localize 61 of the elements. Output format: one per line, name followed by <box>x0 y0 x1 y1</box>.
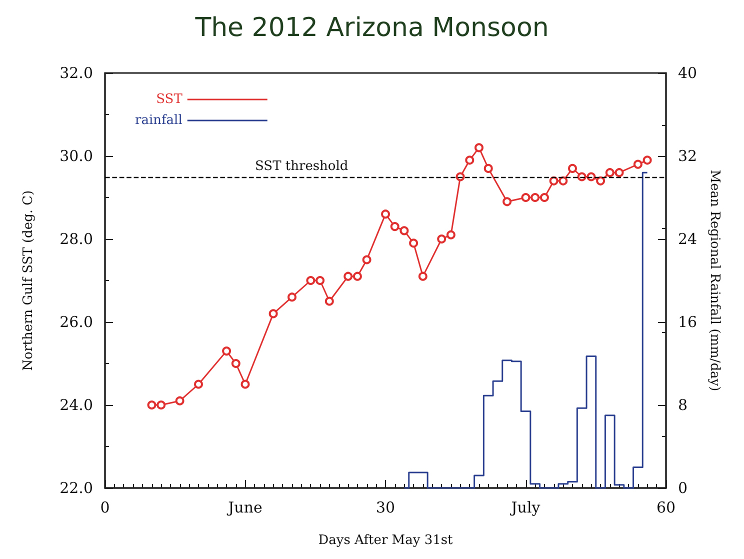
point <box>605 168 614 178</box>
point <box>156 400 166 410</box>
point <box>288 292 296 302</box>
y2-tick-label: 16 <box>678 313 698 331</box>
x-tick-label: 60 <box>656 498 676 516</box>
point <box>306 276 316 285</box>
point <box>316 276 325 285</box>
y-tick-label: 22.0 <box>60 479 93 497</box>
point <box>240 380 250 389</box>
point <box>633 160 642 169</box>
point <box>324 296 334 306</box>
point <box>344 272 353 281</box>
y-tick-label: 30.0 <box>60 147 93 165</box>
y-tick-label: 28.0 <box>60 230 93 248</box>
point <box>400 226 409 236</box>
x-axis-title: Days After May 31st <box>318 533 454 548</box>
point <box>390 222 400 232</box>
x-tick-label: June <box>226 498 262 516</box>
x-tick-label: 0 <box>100 498 110 516</box>
y-tick-label: 32.0 <box>60 64 93 82</box>
point <box>147 400 156 410</box>
point <box>418 272 428 281</box>
point <box>614 168 624 178</box>
y2-axis-title: Mean Regional Rainfall (mm/day) <box>707 170 722 392</box>
text: rainfall <box>135 113 182 128</box>
x-tick-label: 30 <box>376 498 396 516</box>
y-axis-title: Northern Gulf SST (deg. C) <box>21 190 36 371</box>
y-tick-label: 24.0 <box>60 396 93 414</box>
point <box>175 396 184 406</box>
x-tick-label: July <box>509 498 541 516</box>
text: SST <box>156 92 183 107</box>
point <box>268 309 278 318</box>
point <box>381 210 390 219</box>
point <box>437 234 446 244</box>
point <box>530 193 540 202</box>
y-tick-label: 26.0 <box>60 313 93 331</box>
y2-tick-label: 8 <box>678 396 688 414</box>
ref-line-label: SST threshold <box>255 158 348 174</box>
y2-tick-label: 0 <box>678 479 688 497</box>
chart-title: The 2012 Arizona Monsoon <box>194 13 549 43</box>
point <box>194 380 203 389</box>
point <box>362 255 372 264</box>
point <box>465 156 474 165</box>
y2-tick-label: 32 <box>678 147 698 165</box>
point <box>446 230 456 240</box>
point <box>568 164 577 173</box>
point <box>558 176 568 186</box>
point <box>521 193 530 202</box>
point <box>642 156 652 165</box>
point <box>502 197 512 206</box>
y2-tick-label: 40 <box>678 64 698 82</box>
point <box>474 143 484 152</box>
point <box>549 176 558 186</box>
point <box>352 272 362 281</box>
point <box>596 176 606 186</box>
point <box>222 346 232 356</box>
point <box>484 164 493 173</box>
point <box>409 238 418 248</box>
point <box>231 359 240 368</box>
point <box>540 193 549 202</box>
y2-tick-label: 24 <box>678 230 698 248</box>
